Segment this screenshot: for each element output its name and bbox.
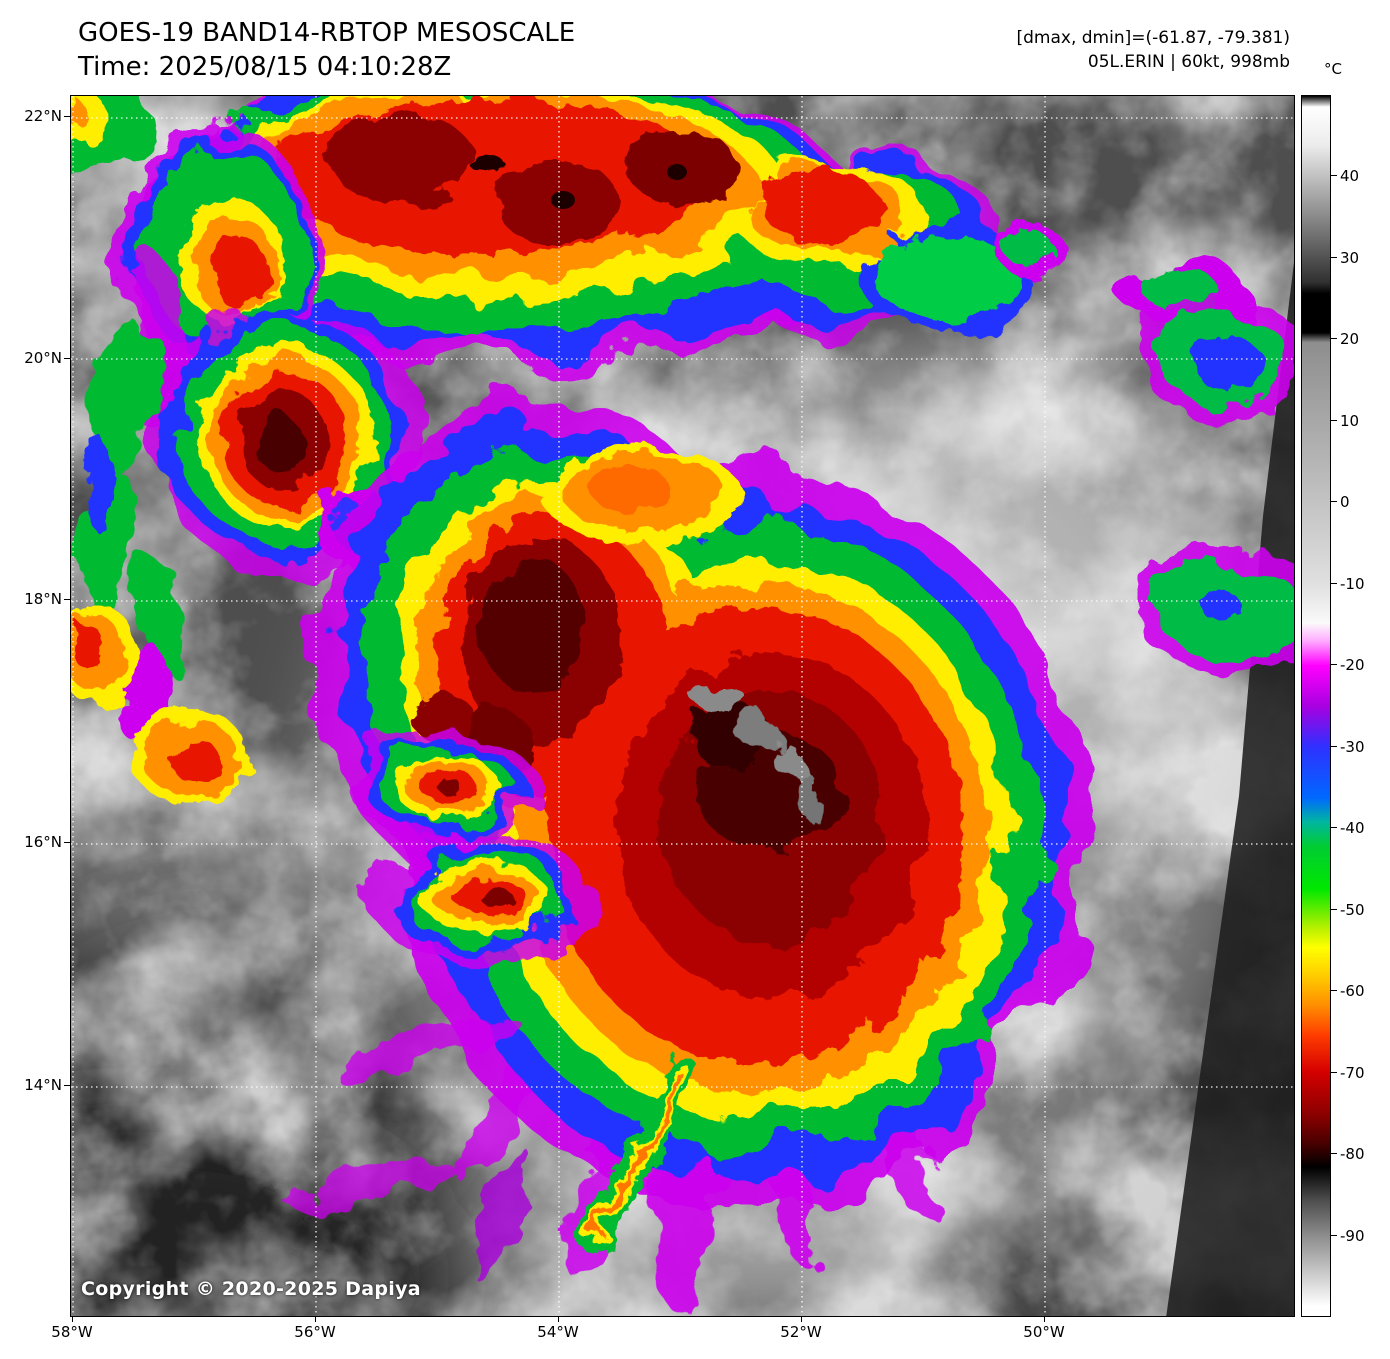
storm-info: 05L.ERIN | 60kt, 998mb — [1087, 52, 1290, 72]
header-info-block: [dmax, dmin]=(-61.87, -79.381) 05L.ERIN … — [1017, 26, 1291, 74]
lon-label-50w: 50°W — [999, 1317, 1089, 1343]
lat-label-20n: 20°N — [0, 348, 71, 369]
colorbar-tick: -40 — [1331, 818, 1386, 838]
timestamp: Time: 2025/08/15 04:10:28Z — [78, 52, 452, 82]
west-storm — [149, 301, 432, 574]
lat-label-18n: 18°N — [0, 589, 71, 610]
colorbar-tick: 20 — [1331, 329, 1386, 349]
colorbar-tick: 40 — [1331, 166, 1386, 186]
colorbar-tick: 30 — [1331, 248, 1386, 268]
satellite-image — [71, 96, 1294, 1316]
colorbar-tick: 0 — [1331, 492, 1386, 512]
header-title-block: GOES-19 BAND14-RBTOP MESOSCALE Time: 202… — [78, 16, 575, 84]
eye-warm-spot — [693, 684, 745, 712]
colorbar-tick: -90 — [1331, 1226, 1386, 1246]
colorbar-unit-label: °C — [1324, 60, 1342, 78]
colorbar-tick: -20 — [1331, 655, 1386, 675]
colorbar-tick: -50 — [1331, 900, 1386, 920]
east-cells — [858, 222, 1294, 677]
colorbar-tick: -30 — [1331, 737, 1386, 757]
copyright-watermark: Copyright © 2020-2025 Dapiya — [81, 1278, 421, 1300]
hurricane-erin — [316, 401, 1091, 1305]
graticule — [71, 96, 1294, 1316]
colorbar-tick: -80 — [1331, 1144, 1386, 1164]
lat-label-14n: 14°N — [0, 1075, 71, 1096]
lon-label-58w: 58°W — [27, 1317, 117, 1343]
colorbar-tick: -70 — [1331, 1063, 1386, 1083]
scan-edge — [1166, 262, 1294, 1316]
dmax-dmin-readout: [dmax, dmin]=(-61.87, -79.381) — [1016, 28, 1291, 48]
lon-label-56w: 56°W — [270, 1317, 360, 1343]
south-fringe-streaks — [287, 1014, 529, 1282]
north-convection-band — [141, 96, 1011, 366]
west-edge-streaks — [71, 323, 247, 804]
colorbar-tick: -60 — [1331, 981, 1386, 1001]
lon-label-54w: 54°W — [513, 1317, 603, 1343]
southwest-cells — [351, 728, 591, 960]
lon-label-52w: 52°W — [756, 1317, 846, 1343]
lat-label-16n: 16°N — [0, 832, 71, 853]
satellite-map: Copyright © 2020-2025 Dapiya — [70, 95, 1295, 1317]
lat-label-22n: 22°N — [0, 106, 71, 127]
colorbar-tick: -10 — [1331, 574, 1386, 594]
product-title: GOES-19 BAND14-RBTOP MESOSCALE — [78, 18, 576, 48]
colorbar — [1301, 95, 1331, 1317]
colorbar-tick: 10 — [1331, 411, 1386, 431]
